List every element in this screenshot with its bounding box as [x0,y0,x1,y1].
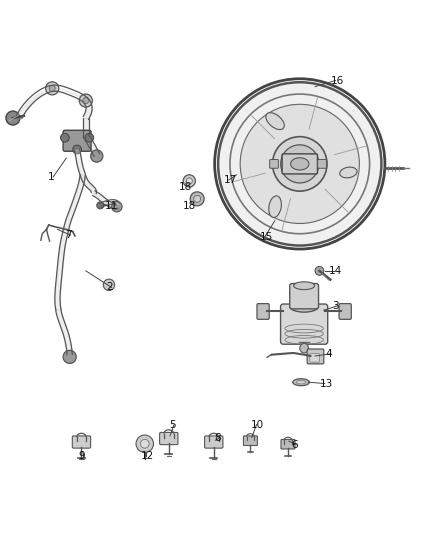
Ellipse shape [290,301,318,312]
Circle shape [272,136,327,191]
Text: 12: 12 [141,451,154,462]
FancyBboxPatch shape [281,439,295,449]
Circle shape [91,150,103,162]
Text: 9: 9 [78,451,85,462]
Text: 5: 5 [169,419,175,430]
Ellipse shape [293,282,314,289]
Text: 8: 8 [215,433,221,442]
Circle shape [49,85,55,92]
FancyBboxPatch shape [282,154,318,174]
Text: 17: 17 [223,175,237,185]
FancyBboxPatch shape [159,432,178,445]
Circle shape [315,266,324,275]
FancyBboxPatch shape [307,349,324,364]
Text: 10: 10 [251,419,265,430]
FancyBboxPatch shape [318,159,326,168]
Text: 4: 4 [325,349,332,359]
FancyBboxPatch shape [339,304,351,319]
Circle shape [103,279,115,290]
FancyBboxPatch shape [63,130,91,151]
Circle shape [112,201,122,212]
Circle shape [183,175,195,187]
Circle shape [73,145,81,154]
FancyBboxPatch shape [244,436,258,446]
Ellipse shape [340,167,357,178]
Circle shape [97,202,104,209]
Text: 18: 18 [179,182,192,192]
Circle shape [240,104,359,223]
FancyBboxPatch shape [257,304,269,319]
FancyBboxPatch shape [281,304,328,344]
Ellipse shape [293,379,309,386]
Text: 1: 1 [48,172,54,182]
Circle shape [6,111,20,125]
Text: 14: 14 [329,266,342,276]
Circle shape [63,350,76,364]
Circle shape [186,178,192,184]
Circle shape [83,98,89,103]
Text: 7: 7 [65,230,72,240]
Text: 6: 6 [291,440,298,450]
Text: 16: 16 [330,76,343,85]
Ellipse shape [266,112,284,130]
Circle shape [85,133,94,142]
Text: 2: 2 [106,282,113,293]
Circle shape [60,133,69,142]
FancyBboxPatch shape [205,436,223,448]
Circle shape [194,195,201,203]
Text: 3: 3 [332,301,339,311]
Circle shape [136,435,153,453]
FancyBboxPatch shape [290,284,318,309]
Circle shape [79,94,92,107]
Circle shape [141,439,149,448]
Ellipse shape [290,158,309,170]
Text: 15: 15 [260,232,273,242]
Circle shape [218,82,381,246]
Ellipse shape [296,381,306,384]
Ellipse shape [269,196,281,217]
Circle shape [281,145,319,183]
Text: 13: 13 [319,378,333,389]
Text: 18: 18 [183,201,197,211]
Circle shape [46,82,59,95]
FancyBboxPatch shape [270,159,279,168]
Text: 11: 11 [105,201,118,211]
FancyBboxPatch shape [310,353,319,362]
FancyBboxPatch shape [72,436,91,448]
Circle shape [190,192,204,206]
Ellipse shape [300,343,308,353]
